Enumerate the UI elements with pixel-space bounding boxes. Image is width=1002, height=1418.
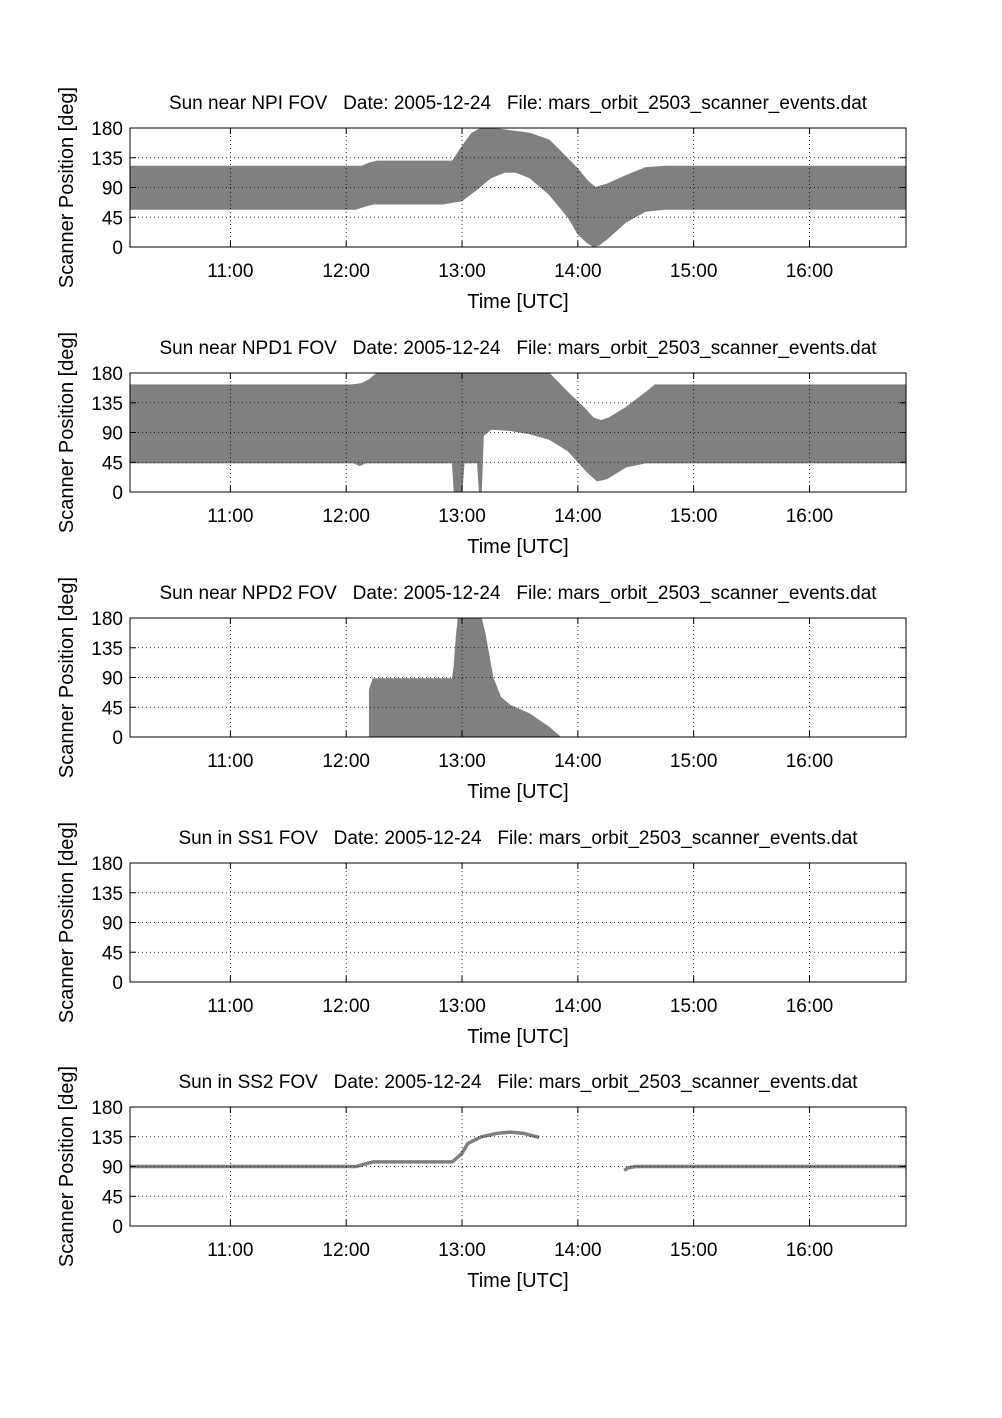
x-tick-label: 12:00 — [322, 751, 370, 772]
panel-npd2: Sun near NPD2 FOV Date: 2005-12-24 File:… — [56, 577, 907, 803]
data-line — [130, 1130, 540, 1169]
y-tick-label: 0 — [112, 1217, 123, 1238]
x-tick-label: 13:00 — [438, 751, 486, 772]
x-tick-label: 11:00 — [207, 261, 253, 282]
y-tick-label: 45 — [102, 698, 123, 719]
x-tick-label: 16:00 — [786, 261, 834, 282]
y-tick-label: 45 — [102, 943, 123, 964]
x-tick-label: 12:00 — [322, 506, 370, 527]
x-tick-label: 14:00 — [554, 261, 602, 282]
y-tick-label: 0 — [112, 728, 123, 749]
x-tick-label: 13:00 — [438, 1240, 486, 1261]
panel-ss1: Sun in SS1 FOV Date: 2005-12-24 File: ma… — [56, 822, 907, 1048]
x-tick-label: 15:00 — [670, 1240, 718, 1261]
y-tick-label: 90 — [102, 1158, 123, 1179]
chart-title: Sun in SS1 FOV Date: 2005-12-24 File: ma… — [178, 828, 858, 849]
x-tick-label: 15:00 — [670, 261, 718, 282]
x-tick-label: 13:00 — [438, 506, 486, 527]
y-axis-label: Scanner Position [deg] — [56, 1066, 78, 1267]
chart-title: Sun in SS2 FOV Date: 2005-12-24 File: ma… — [178, 1072, 858, 1093]
x-tick-label: 16:00 — [786, 506, 834, 527]
x-tick-label: 15:00 — [670, 506, 718, 527]
y-tick-label: 180 — [91, 609, 123, 630]
x-axis-label: Time [UTC] — [467, 536, 568, 558]
panel-npi: Sun near NPI FOV Date: 2005-12-24 File: … — [56, 87, 907, 313]
y-tick-label: 180 — [91, 854, 123, 875]
panel-ss2: Sun in SS2 FOV Date: 2005-12-24 File: ma… — [56, 1066, 907, 1292]
y-tick-label: 45 — [102, 1187, 123, 1208]
x-tick-label: 12:00 — [322, 996, 370, 1017]
x-tick-label: 15:00 — [670, 751, 718, 772]
y-tick-label: 90 — [102, 424, 123, 445]
chart-title: Sun near NPD2 FOV Date: 2005-12-24 File:… — [159, 583, 877, 604]
x-tick-label: 12:00 — [322, 261, 370, 282]
x-tick-label: 14:00 — [554, 996, 602, 1017]
panel-npd1: Sun near NPD1 FOV Date: 2005-12-24 File:… — [56, 332, 907, 558]
y-axis-label: Scanner Position [deg] — [56, 822, 78, 1023]
x-tick-label: 13:00 — [438, 261, 486, 282]
data-band — [368, 617, 562, 738]
x-tick-label: 16:00 — [786, 996, 834, 1017]
y-tick-label: 180 — [91, 119, 123, 140]
y-tick-label: 135 — [91, 149, 123, 170]
x-axis-label: Time [UTC] — [467, 291, 568, 313]
y-axis-label: Scanner Position [deg] — [56, 577, 78, 778]
x-tick-label: 11:00 — [207, 1240, 253, 1261]
y-tick-label: 180 — [91, 1098, 123, 1119]
x-tick-label: 14:00 — [554, 1240, 602, 1261]
x-tick-label: 11:00 — [207, 506, 253, 527]
x-tick-label: 16:00 — [786, 1240, 834, 1261]
y-tick-label: 0 — [112, 973, 123, 994]
chart-title: Sun near NPI FOV Date: 2005-12-24 File: … — [169, 93, 868, 114]
y-axis-label: Scanner Position [deg] — [56, 87, 78, 288]
x-axis-label: Time [UTC] — [467, 1026, 568, 1048]
y-tick-label: 90 — [102, 179, 123, 200]
y-tick-label: 45 — [102, 208, 123, 229]
y-tick-label: 135 — [91, 394, 123, 415]
x-tick-label: 11:00 — [207, 996, 253, 1017]
x-tick-label: 16:00 — [786, 751, 834, 772]
y-tick-label: 90 — [102, 914, 123, 935]
y-tick-label: 90 — [102, 669, 123, 690]
y-tick-label: 135 — [91, 639, 123, 660]
y-tick-label: 0 — [112, 238, 123, 259]
y-axis-label: Scanner Position [deg] — [56, 332, 78, 533]
chart-title: Sun near NPD1 FOV Date: 2005-12-24 File:… — [159, 338, 877, 359]
x-axis-label: Time [UTC] — [467, 1270, 568, 1292]
x-tick-label: 12:00 — [322, 1240, 370, 1261]
x-tick-label: 14:00 — [554, 506, 602, 527]
y-tick-label: 45 — [102, 453, 123, 474]
x-tick-label: 13:00 — [438, 996, 486, 1017]
x-axis-label: Time [UTC] — [467, 781, 568, 803]
x-tick-label: 11:00 — [207, 751, 253, 772]
y-tick-label: 135 — [91, 884, 123, 905]
y-tick-label: 0 — [112, 483, 123, 504]
y-tick-label: 135 — [91, 1128, 123, 1149]
x-tick-label: 15:00 — [670, 996, 718, 1017]
y-tick-label: 180 — [91, 364, 123, 385]
x-tick-label: 14:00 — [554, 751, 602, 772]
